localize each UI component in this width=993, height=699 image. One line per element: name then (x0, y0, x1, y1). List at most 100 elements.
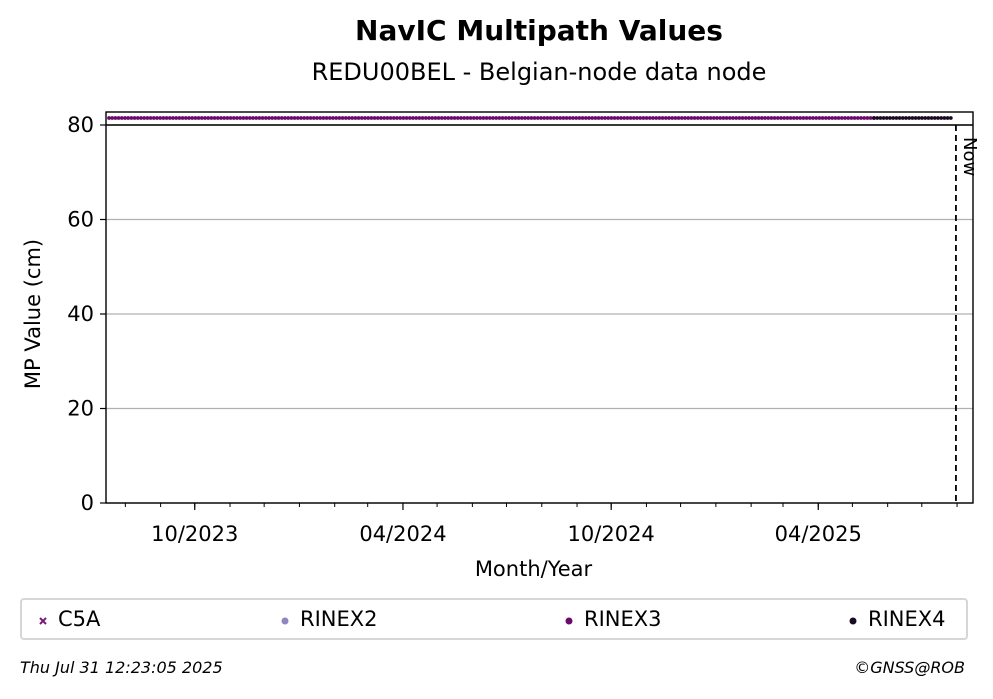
data-point-rinex3 (327, 116, 332, 120)
data-point-rinex3 (212, 116, 217, 120)
data-point-rinex3 (561, 116, 566, 120)
data-point-rinex3 (366, 116, 371, 120)
data-point-rinex3 (324, 116, 329, 120)
data-point-rinex3 (391, 116, 396, 120)
data-point-rinex4 (904, 116, 908, 120)
data-point-rinex3 (225, 116, 230, 120)
legend-label: RINEX2 (300, 607, 378, 631)
now-marker-label: Now (959, 137, 980, 176)
data-point-rinex3 (590, 116, 595, 120)
x-tick-label: 04/2024 (359, 522, 446, 546)
data-point-rinex3 (503, 116, 508, 120)
data-point-rinex3 (244, 116, 249, 120)
data-point-rinex3 (388, 116, 393, 120)
data-point-rinex3 (708, 116, 713, 120)
data-point-rinex3 (804, 116, 809, 120)
data-point-rinex3 (139, 116, 143, 120)
data-point-rinex3 (481, 116, 486, 120)
footer-credit: ©GNSS@ROB (854, 658, 965, 677)
data-point-rinex3 (711, 116, 716, 120)
data-point-rinex3 (343, 116, 348, 120)
data-point-rinex3 (238, 116, 243, 120)
data-point-rinex4 (910, 116, 915, 120)
data-point-rinex3 (827, 116, 831, 120)
data-point-rinex3 (177, 116, 182, 120)
legend-item-rinex3: RINEX3 (564, 607, 662, 631)
data-point-rinex4 (916, 116, 921, 120)
data-point-rinex3 (814, 116, 819, 120)
data-point-rinex3 (855, 116, 860, 120)
data-point-rinex3 (257, 116, 262, 120)
data-point-rinex3 (455, 116, 460, 120)
data-point-rinex3 (820, 116, 825, 120)
data-point-rinex4 (945, 116, 950, 120)
data-points (107, 116, 953, 120)
data-point-rinex3 (478, 116, 483, 120)
data-point-rinex4 (884, 116, 889, 120)
data-point-rinex3 (151, 116, 156, 120)
data-point-rinex3 (375, 116, 380, 120)
data-point-rinex3 (369, 116, 374, 120)
legend-item-rinex4: RINEX4 (848, 607, 946, 631)
data-point-rinex3 (596, 116, 601, 120)
data-point-rinex3 (763, 116, 767, 120)
data-point-rinex4 (913, 116, 918, 120)
data-point-rinex3 (766, 116, 771, 120)
data-point-rinex3 (190, 116, 195, 120)
data-point-rinex3 (571, 116, 575, 120)
data-point-rinex4 (939, 116, 944, 120)
data-point-rinex3 (564, 116, 569, 120)
data-point-rinex3 (164, 116, 169, 120)
data-point-rinex3 (625, 116, 630, 120)
data-point-rinex3 (459, 116, 463, 120)
data-point-rinex3 (631, 116, 636, 120)
data-point-rinex3 (593, 116, 598, 120)
data-point-rinex3 (417, 116, 422, 120)
data-point-rinex3 (775, 116, 780, 120)
axes: 0 20 40 60 80 10/2023 04/2024 10/2024 04/2025 Now… (21, 111, 980, 581)
grid-lines (106, 124, 973, 504)
data-point-rinex3 (516, 116, 521, 120)
legend-label: C5A (58, 607, 101, 631)
data-point-rinex3 (683, 116, 687, 120)
data-point-rinex3 (123, 116, 127, 120)
data-point-rinex3 (273, 116, 278, 120)
data-point-rinex3 (132, 116, 137, 120)
data-point-rinex3 (433, 116, 438, 120)
data-point-rinex3 (401, 116, 406, 120)
data-point-rinex3 (443, 116, 447, 120)
x-tick-label: 04/2025 (775, 522, 862, 546)
data-point-rinex3 (148, 116, 153, 120)
data-point-rinex3 (475, 116, 479, 120)
data-point-rinex3 (727, 116, 732, 120)
data-point-rinex3 (580, 116, 585, 120)
data-point-rinex3 (718, 116, 723, 120)
data-point-rinex3 (430, 116, 435, 120)
data-point-rinex3 (302, 116, 307, 120)
data-point-rinex3 (206, 116, 211, 120)
data-point-rinex3 (692, 116, 697, 120)
x-marker-icon (38, 607, 48, 631)
data-point-rinex3 (603, 116, 607, 120)
data-point-rinex4 (907, 116, 912, 120)
data-point-rinex3 (135, 116, 140, 120)
data-point-rinex3 (830, 116, 835, 120)
data-point-rinex3 (635, 116, 639, 120)
data-point-rinex3 (551, 116, 556, 120)
data-point-rinex3 (638, 116, 643, 120)
data-point-rinex3 (494, 116, 499, 120)
data-point-rinex3 (615, 116, 620, 120)
data-point-rinex3 (740, 116, 745, 120)
data-point-rinex3 (574, 116, 579, 120)
data-point-rinex3 (811, 116, 815, 120)
data-point-rinex3 (305, 116, 310, 120)
data-point-rinex3 (628, 116, 633, 120)
data-point-rinex3 (567, 116, 572, 120)
data-point-rinex3 (423, 116, 428, 120)
data-point-rinex3 (199, 116, 204, 120)
data-point-rinex3 (497, 116, 502, 120)
data-point-rinex3 (116, 116, 121, 120)
y-tick-label: 40 (67, 302, 94, 326)
data-point-rinex3 (833, 116, 838, 120)
data-point-rinex3 (427, 116, 431, 120)
